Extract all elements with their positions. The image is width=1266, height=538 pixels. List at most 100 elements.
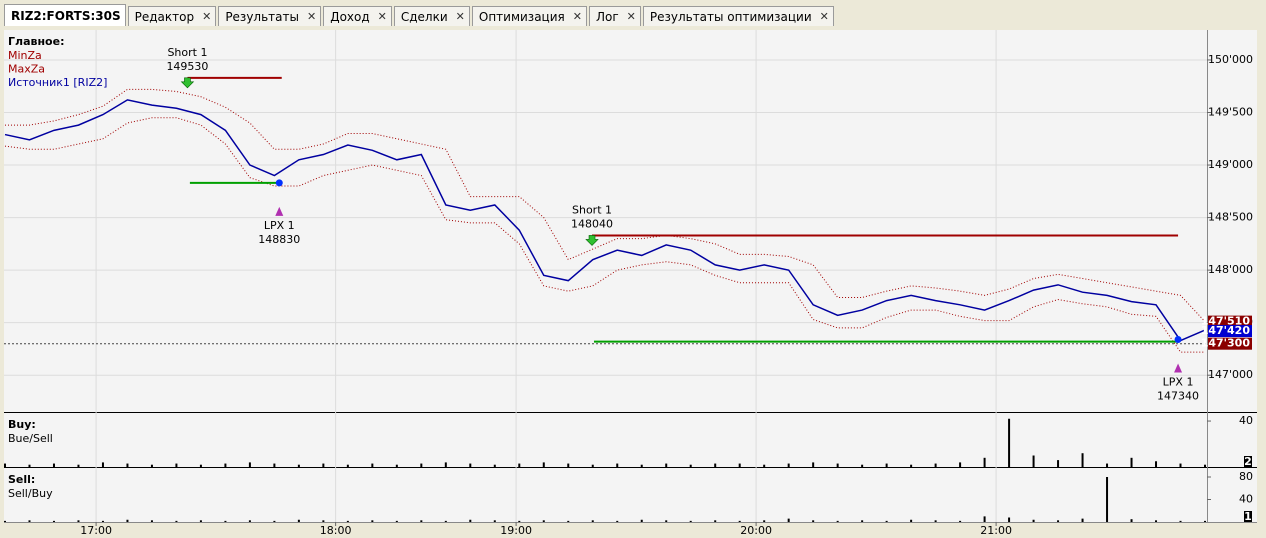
volume-bar: [591, 520, 594, 522]
volume-bar: [77, 464, 80, 467]
volume-bar: [861, 464, 864, 467]
short-arrow: [180, 77, 195, 89]
volume-bar: [959, 520, 962, 522]
volume-bar: [616, 463, 619, 467]
volume-bar: [738, 463, 741, 467]
panel-title: Buy:: [8, 418, 36, 431]
tab-label: Редактор: [134, 9, 195, 24]
volume-bar: [101, 520, 104, 522]
volume-bar: [371, 520, 374, 522]
tab-label: Сделки: [400, 9, 448, 24]
volume-bar: [714, 463, 717, 467]
volume-bar: [787, 463, 790, 467]
y-tick-label: 149'500: [1208, 105, 1253, 118]
trade-price: 147340: [1157, 389, 1199, 402]
legend-entry: MinZa: [8, 49, 42, 62]
volume-bar: [52, 520, 55, 522]
tab[interactable]: Редактор ✕: [127, 6, 217, 26]
y-tick-label: 148'000: [1208, 263, 1253, 276]
price-line: [4, 99, 1206, 342]
tab[interactable]: Доход ✕: [323, 6, 392, 26]
volume-bar: [273, 463, 276, 467]
tab[interactable]: RIZ2:FORTS:30S: [4, 4, 126, 26]
volume-bar: [1179, 520, 1182, 522]
close-icon[interactable]: ✕: [626, 10, 636, 23]
close-icon[interactable]: ✕: [455, 10, 465, 23]
volume-bar: [493, 464, 496, 467]
close-icon[interactable]: ✕: [572, 10, 582, 23]
volume-bar: [1008, 517, 1011, 522]
volume-bar: [1057, 460, 1060, 467]
volume-bar: [126, 519, 129, 522]
volume-bar: [640, 464, 643, 467]
exit-dot: [275, 179, 283, 187]
volume-bar: [714, 520, 717, 522]
volume-bar: [322, 463, 325, 467]
tab-label: Оптимизация: [478, 9, 565, 24]
volume-bar: [175, 463, 178, 467]
volume-bar: [371, 463, 374, 467]
tab[interactable]: Результаты ✕: [218, 6, 322, 26]
volume-bar: [469, 463, 472, 467]
volume-bar: [812, 520, 815, 522]
volume-bar: [763, 520, 766, 522]
tab[interactable]: Результаты оптимизации ✕: [642, 6, 834, 26]
volume-bar: [1081, 453, 1084, 467]
exit-marker: [1174, 363, 1183, 373]
volume-bar: [763, 464, 766, 467]
volume-bar: [910, 519, 913, 522]
volume-bar: [885, 463, 888, 467]
volume-bar: [689, 520, 692, 522]
y-tick-label: 40: [1239, 414, 1253, 427]
tab[interactable]: Лог ✕: [588, 6, 641, 26]
y-tick-label: 40: [1239, 493, 1253, 506]
chart: 147'000147'500148'000148'500149'000149'5…: [0, 26, 1266, 538]
volume-bar: [77, 520, 80, 522]
tab-bar: RIZ2:FORTS:30S Редактор ✕ Результаты ✕ Доход ✕…: [0, 0, 1266, 26]
exit-dot: [1174, 335, 1182, 343]
volume-bar: [1081, 518, 1084, 522]
trade-price: 148040: [571, 217, 613, 230]
price-badge: [1208, 315, 1252, 328]
volume-bar: [52, 463, 55, 467]
volume-bar: [175, 520, 178, 522]
tab[interactable]: Сделки ✕: [393, 6, 470, 26]
volume-bar: [959, 462, 962, 467]
volume-bar: [518, 520, 521, 522]
price-badge-label: 147'510: [1201, 315, 1251, 328]
volume-bar: [28, 520, 31, 522]
volume-bar: [983, 457, 986, 467]
series-name: Bue/Sell: [8, 432, 53, 445]
x-tick-label: 21:00: [980, 524, 1012, 537]
volume-bar: [836, 520, 839, 522]
volume-bar: [469, 519, 472, 522]
volume-bar: [346, 464, 349, 467]
volume-bar: [420, 520, 423, 522]
volume-bar: [1057, 520, 1060, 522]
last-value-badge: [1244, 511, 1252, 522]
tab[interactable]: Оптимизация ✕: [471, 6, 587, 26]
volume-bar: [1032, 455, 1035, 467]
trade-price: 149530: [166, 60, 208, 73]
y-tick-label: 148'500: [1208, 211, 1253, 224]
plot-area: [4, 30, 1207, 522]
volume-bar: [1155, 461, 1158, 467]
close-icon[interactable]: ✕: [306, 10, 317, 23]
volume-bar: [640, 519, 643, 522]
volume-bar: [28, 464, 31, 467]
exit-marker: [275, 206, 284, 216]
tab-label: Результаты: [225, 9, 299, 24]
volume-bar: [395, 520, 398, 522]
volume-bar: [542, 462, 545, 467]
close-icon[interactable]: ✕: [377, 10, 387, 23]
panel-title: Главное:: [8, 35, 64, 48]
volume-bar: [1106, 463, 1109, 467]
close-icon[interactable]: ✕: [819, 10, 829, 23]
volume-bar: [248, 520, 251, 522]
volume-bar: [591, 464, 594, 467]
close-icon[interactable]: ✕: [202, 10, 212, 23]
price-badge-label: 147'420: [1201, 324, 1251, 337]
volume-bar: [273, 520, 276, 522]
volume-bar: [1008, 418, 1011, 467]
